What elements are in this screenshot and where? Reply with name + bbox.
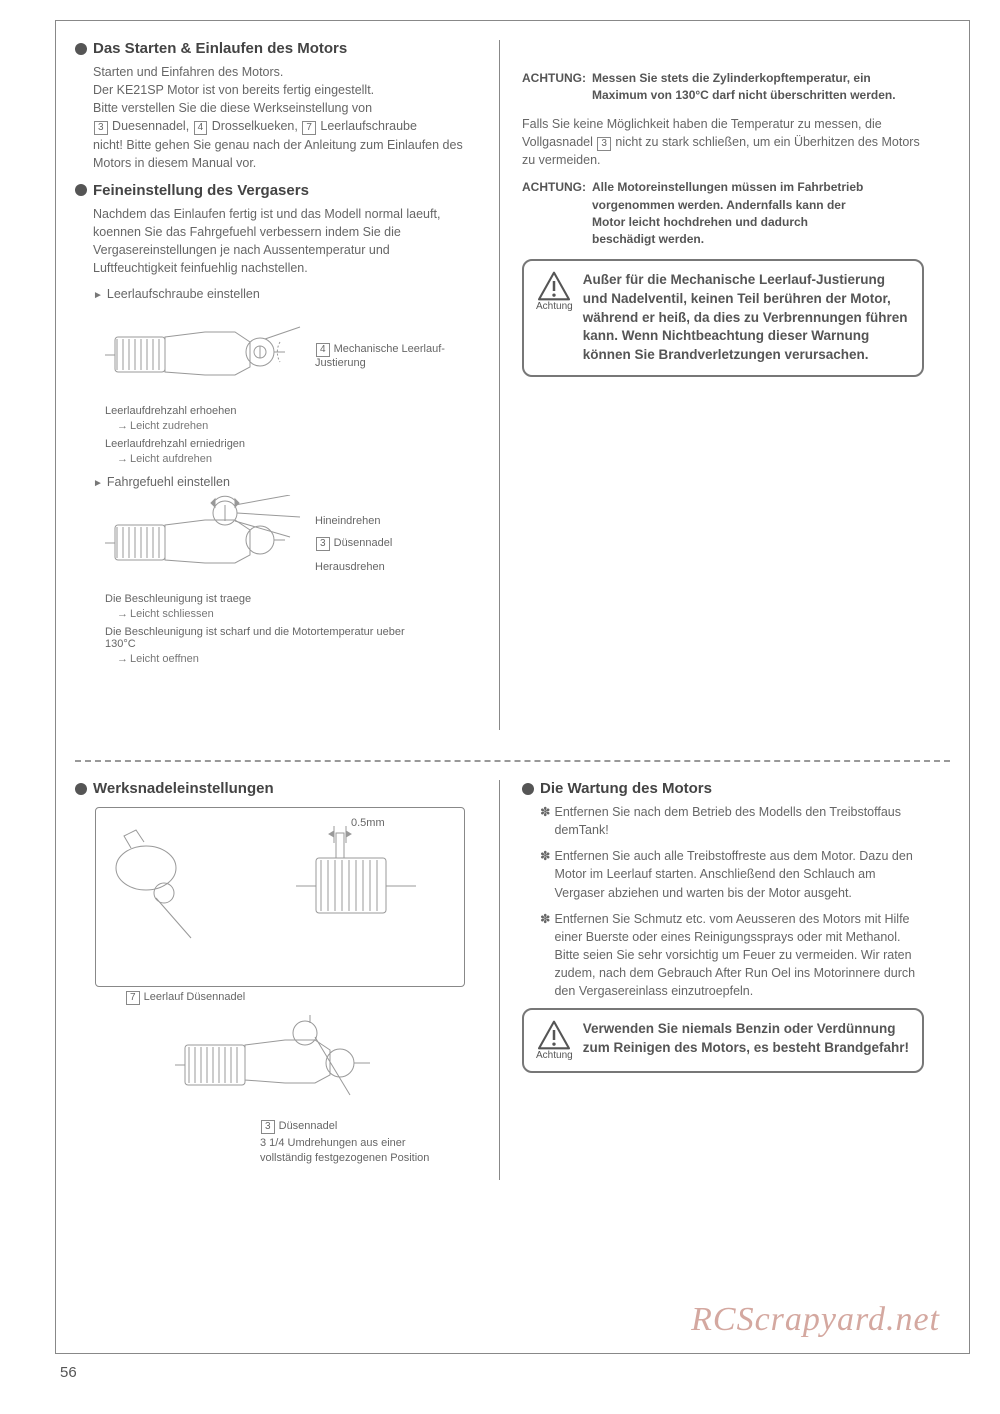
watermark: RCScrapyard.net [691,1301,940,1339]
warning-text: Verwenden Sie niemals Benzin oder Verdün… [583,1020,910,1061]
text: Drosselkueken, [208,119,301,133]
bullet-icon [75,783,87,795]
text: nicht! Bitte gehen Sie genau nach der An… [93,138,463,170]
adjust-label: Leerlaufdrehzahl erhoehen [105,405,477,417]
warning-box: Achtung Außer für die Mechanische Leerla… [522,259,924,377]
heading-text: Feineinstellung des Vergasers [93,182,309,199]
diagram-row: 4 Mechanische Leerlauf-Justierung [75,307,477,405]
maint-item: ✽Entfernen Sie auch alle Treibstoffreste… [540,847,924,901]
text: Duesennadel, [109,119,193,133]
ref-box: 3 [94,121,108,135]
achtung-block: ACHTUNG: Messen Sie stets die Zylinderko… [522,70,924,105]
callout-text: Hineindrehen [315,515,392,527]
ref-box: 4 [194,121,208,135]
carb-diagram-3 [175,1015,477,1120]
section-title-carb: Feineinstellung des Vergasers [75,182,477,199]
carb-diagram-1 [105,307,315,397]
adjust-action: Leicht oeffnen [117,653,477,665]
bottom-right-column: Die Wartung des Motors ✽Entfernen Sie na… [504,780,924,1180]
callout-text: Leerlauf Düsennadel [144,991,246,1003]
warning-triangle-icon [537,1020,571,1050]
achtung-block: ACHTUNG: Alle Motoreinstellungen müssen … [522,179,924,249]
warning-label: Achtung [536,1050,573,1061]
section-title-factory: Werksnadeleinstellungen [75,780,477,797]
right-column: ACHTUNG: Messen Sie stets die Zylinderko… [504,40,924,730]
adjust-label: Leerlaufdrehzahl erniedrigen [105,438,477,450]
adjust-label: Die Beschleunigung ist traege [105,593,477,605]
achtung-label: ACHTUNG: [522,70,586,105]
section-title-start: Das Starten & Einlaufen des Motors [75,40,477,57]
ref-box: 3 [316,537,330,551]
callout-text: Herausdrehen [315,561,392,573]
ref-box: 3 [261,1120,275,1134]
maint-item: ✽Entfernen Sie Schmutz etc. vom Aeussere… [540,910,924,1001]
column-divider [499,40,500,730]
warning-label: Achtung [536,301,573,312]
top-columns: Das Starten & Einlaufen des Motors Start… [75,40,950,730]
callout: 4 Mechanische Leerlauf-Justierung [315,343,477,369]
bottom-columns: Werksnadeleinstellungen [75,780,950,1180]
callout-text: Düsennadel [279,1120,338,1132]
ref-box: 7 [302,121,316,135]
callout: 3 Düsennadel [315,537,392,551]
ref-box: 3 [597,137,611,151]
adjust-label: Die Beschleunigung ist scharf und die Mo… [105,626,435,650]
text: Entfernen Sie nach dem Betrieb des Model… [554,803,924,839]
factory-settings-diagram: 0.5mm [95,807,465,987]
text: Entfernen Sie auch alle Treibstoffreste … [554,847,924,901]
bullet-icon [75,43,87,55]
text: Der KE21SP Motor ist von bereits fertig … [93,83,374,97]
ref-box: 4 [316,343,330,357]
maint-item: ✽Entfernen Sie nach dem Betrieb des Mode… [540,803,924,839]
heading-text: Das Starten & Einlaufen des Motors [93,40,347,57]
text: Leerlaufschraube [317,119,417,133]
text: Bitte verstellen Sie die diese Werkseins… [93,101,372,115]
heading-text: Die Wartung des Motors [540,780,712,797]
carb-diagram-2 [105,495,315,585]
adjust-action: Leicht schliessen [117,608,477,620]
warning-box: Achtung Verwenden Sie niemals Benzin ode… [522,1008,924,1073]
warning-icon-wrap: Achtung [536,1020,573,1061]
turns-note: 3 1/4 Umdrehungen aus einer vollständig … [260,1136,440,1167]
paragraph: Starten und Einfahren des Motors. Der KE… [93,63,477,172]
horizontal-divider [75,760,950,762]
callout-text: Düsennadel [334,537,393,549]
callout-stack: Hineindrehen 3 Düsennadel Herausdrehen [315,515,392,573]
left-column: Das Starten & Einlaufen des Motors Start… [75,40,495,730]
bullet-icon [75,184,87,196]
paragraph: Nachdem das Einlaufen fertig ist und das… [93,205,477,278]
sub-heading: Leerlaufschraube einstellen [93,287,477,301]
diagram-row: Hineindrehen 3 Düsennadel Herausdrehen [75,495,477,593]
bullet-icon [522,783,534,795]
callout: 7 Leerlauf Düsennadel [125,991,477,1005]
star-icon: ✽ [540,847,550,901]
achtung-text: Messen Sie stets die Zylinderkopftempera… [592,70,924,105]
callout-text: Mechanische Leerlauf-Justierung [315,343,445,369]
star-icon: ✽ [540,910,550,1001]
ref-box: 7 [126,991,140,1005]
heading-text: Werksnadeleinstellungen [93,780,274,797]
star-icon: ✽ [540,803,550,839]
bottom-left-column: Werksnadeleinstellungen [75,780,495,1180]
warning-triangle-icon [537,271,571,301]
achtung-text: Alle Motoreinstellungen müssen im Fahrbe… [592,179,872,249]
section-title-maint: Die Wartung des Motors [522,780,924,797]
adjust-action: Leicht aufdrehen [117,453,477,465]
warning-icon-wrap: Achtung [536,271,573,365]
column-divider [499,780,500,1180]
achtung-label: ACHTUNG: [522,179,586,249]
mm-label: 0.5mm [351,817,385,829]
warning-text: Außer für die Mechanische Leerlauf-Justi… [583,271,910,365]
callout: 3 Düsennadel [260,1120,477,1134]
text: Entfernen Sie Schmutz etc. vom Aeusseren… [554,910,924,1001]
page-number: 56 [60,1364,77,1381]
sub-heading: Fahrgefuehl einstellen [93,475,477,489]
paragraph: Falls Sie keine Möglichkeit haben die Te… [522,115,924,169]
text: Starten und Einfahren des Motors. [93,65,283,79]
adjust-action: Leicht zudrehen [117,420,477,432]
